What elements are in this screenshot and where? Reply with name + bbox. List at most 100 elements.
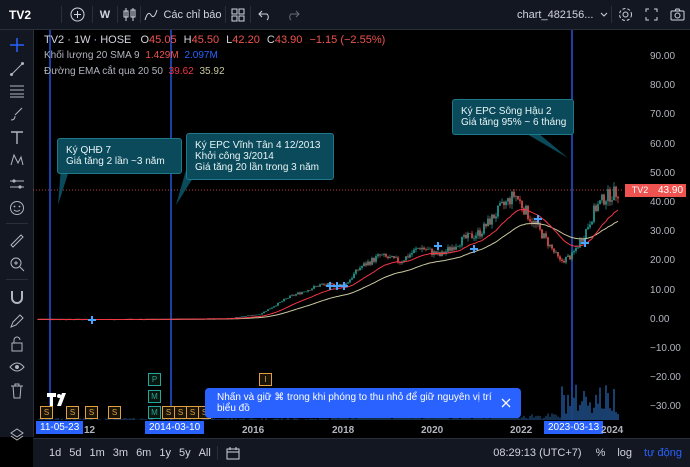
price-axis-label: −10.00: [650, 343, 681, 354]
range-1y[interactable]: 1y: [159, 447, 171, 459]
bottom-toolbar: 1d 5d 1m 3m 6m 1y 5y All 08:29:13 (UTC+7…: [33, 438, 690, 467]
candle-body: [273, 306, 275, 307]
volume-bar: [239, 419, 241, 420]
candle-body: [559, 256, 561, 259]
time-highlight-2: 2014-03-10: [145, 421, 204, 434]
candle-body: [597, 204, 599, 211]
volume-bar: [251, 418, 253, 420]
price-axis-label: 90.00: [650, 51, 675, 62]
event-badge-p[interactable]: P: [148, 373, 161, 386]
event-badge-m[interactable]: M: [148, 406, 161, 419]
volume-bar: [323, 419, 325, 420]
range-all[interactable]: All: [199, 447, 211, 459]
callout-vinh-tan-4[interactable]: Ký EPC Vĩnh Tân 4 12/2013 Khởi công 3/20…: [186, 133, 334, 180]
volume-bar: [525, 418, 527, 420]
volume-bar: [489, 419, 491, 420]
legend-ema[interactable]: Đường EMA cắt qua 20 50 39.62 35.92: [44, 66, 225, 77]
volume-label: Khối lượng 20 SMA 9: [44, 50, 140, 61]
legend-open: O45.05: [140, 34, 176, 46]
price-axis-label: 10.00: [650, 285, 675, 296]
range-1d[interactable]: 1d: [49, 447, 61, 459]
auto-scale-toggle[interactable]: tự động: [644, 447, 682, 459]
split-event-badge[interactable]: S: [85, 406, 98, 419]
event-badge-m[interactable]: M: [148, 390, 161, 403]
range-6m[interactable]: 6m: [136, 447, 151, 459]
callout-qhd7[interactable]: Ký QHĐ 7 Giá tăng 2 lần ~3 năm: [57, 138, 182, 174]
volume-bar: [565, 414, 567, 420]
candle-body: [393, 256, 395, 258]
candle-body: [611, 200, 613, 202]
candle-body: [253, 315, 255, 316]
percent-scale-toggle[interactable]: %: [596, 447, 606, 459]
range-1m[interactable]: 1m: [90, 447, 105, 459]
calendar-range-icon[interactable]: [226, 446, 240, 460]
volume-bar: [219, 419, 221, 420]
candle-body: [359, 268, 361, 270]
candle-body: [281, 301, 283, 302]
candle-body: [293, 295, 295, 296]
volume-bar: [277, 419, 279, 420]
range-3m[interactable]: 3m: [113, 447, 128, 459]
candle-body: [323, 284, 325, 285]
price-axis-label: 70.00: [650, 109, 675, 120]
candle-body: [553, 249, 555, 253]
log-scale-toggle[interactable]: log: [617, 447, 632, 459]
callout-song-hau-2[interactable]: Ký EPC Sông Hậu 2 Giá tăng 95% ~ 6 tháng: [452, 99, 574, 135]
volume-bar: [531, 414, 533, 420]
volume-bar: [131, 419, 133, 420]
candle-body: [507, 198, 509, 201]
volume-bar: [149, 419, 151, 420]
volume-bar: [609, 408, 611, 420]
volume-bar: [551, 413, 553, 420]
tradingview-logo[interactable]: [47, 393, 69, 411]
candle-body: [585, 229, 587, 239]
candle-body: [521, 201, 523, 208]
candle-body: [615, 187, 617, 197]
volume-bar: [127, 419, 129, 420]
candle-body: [547, 237, 549, 246]
candle-body: [517, 196, 519, 199]
split-event-badge[interactable]: S: [108, 406, 121, 419]
candle-body: [487, 219, 489, 227]
candle-body: [579, 240, 581, 248]
volume-bar: [231, 418, 233, 420]
volume-bar: [255, 419, 257, 420]
volume-bar: [583, 391, 585, 420]
candle-body: [419, 248, 421, 249]
candle-body: [471, 234, 473, 239]
event-badge-i[interactable]: I: [259, 373, 272, 386]
clock-timezone[interactable]: 08:29:13 (UTC+7): [493, 447, 581, 459]
volume-bar: [319, 418, 321, 420]
candle-body: [317, 286, 319, 287]
legend-volume[interactable]: Khối lượng 20 SMA 9 1.429M 2.097M: [44, 50, 218, 61]
range-5y[interactable]: 5y: [179, 447, 191, 459]
time-label: 2016: [242, 425, 264, 436]
candle-body: [409, 254, 411, 257]
volume-bar: [375, 418, 377, 420]
legend-close: C43.90: [267, 34, 302, 46]
zoom-hint-toast[interactable]: Nhấn và giữ ⌘ trong khi phóng to thu nhỏ…: [205, 388, 521, 418]
volume-bar: [577, 411, 579, 420]
legend-title: TV2 · 1W · HOSE: [44, 34, 131, 46]
volume-bar: [459, 419, 461, 420]
candle-body: [255, 315, 257, 316]
volume-bar: [571, 392, 573, 420]
volume-bar: [279, 419, 281, 420]
legend-main[interactable]: TV2 · 1W · HOSE O45.05 H45.50 L42.20 C43…: [44, 34, 385, 46]
volume-bar: [561, 386, 563, 420]
range-5d[interactable]: 5d: [69, 447, 81, 459]
volume-bar: [349, 419, 351, 420]
volume-bar: [607, 393, 609, 420]
volume-bar: [67, 419, 69, 420]
candle-body: [543, 233, 545, 238]
candle-body: [291, 295, 293, 296]
price-axis-label: 50.00: [650, 168, 675, 179]
ema-cross-marker: [340, 282, 348, 290]
volume-bar: [229, 419, 231, 420]
close-icon[interactable]: [501, 398, 511, 408]
volume-bar: [613, 389, 615, 420]
candle-body: [275, 306, 277, 307]
volume-bar: [289, 419, 291, 420]
time-label: 12: [84, 425, 95, 436]
candle-body: [575, 248, 577, 251]
